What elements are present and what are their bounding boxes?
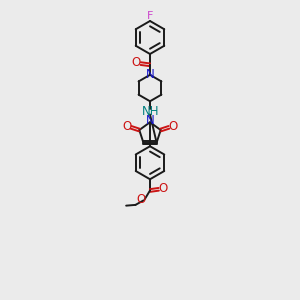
Text: N: N xyxy=(146,68,154,81)
Text: NH: NH xyxy=(142,105,159,118)
Text: O: O xyxy=(136,194,145,206)
Text: O: O xyxy=(122,120,131,133)
Text: O: O xyxy=(169,120,178,133)
Text: N: N xyxy=(146,114,154,127)
Text: O: O xyxy=(158,182,167,195)
Text: O: O xyxy=(132,56,141,69)
Text: F: F xyxy=(147,11,153,21)
